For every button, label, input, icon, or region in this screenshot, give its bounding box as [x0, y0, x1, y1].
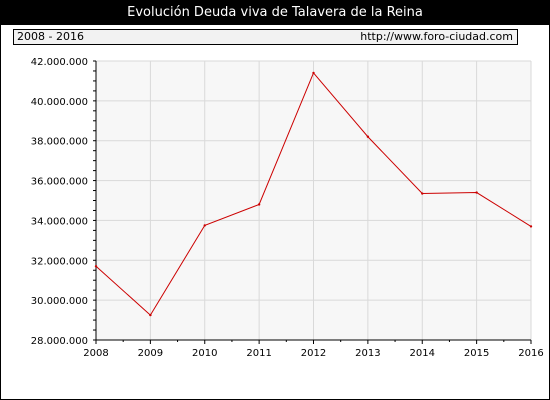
- y-tick-label: 32.000.000: [31, 256, 88, 267]
- source-link[interactable]: http://www.foro-ciudad.com: [360, 30, 513, 43]
- y-tick-label: 36.000.000: [31, 177, 88, 188]
- info-box: 2008 - 2016 http://www.foro-ciudad.com: [13, 29, 518, 45]
- data-point: [529, 225, 533, 228]
- title-bar: Evolución Deuda viva de Talavera de la R…: [0, 0, 550, 25]
- x-tick-label: 2015: [464, 348, 489, 359]
- data-point: [149, 313, 152, 317]
- data-point: [421, 192, 424, 195]
- data-point: [366, 135, 370, 138]
- x-tick-label: 2009: [138, 348, 163, 359]
- data-point: [312, 71, 315, 75]
- y-tick-label: 30.000.000: [31, 296, 88, 307]
- period-label: 2008 - 2016: [17, 30, 84, 43]
- y-tick-label: 28.000.000: [31, 336, 88, 347]
- y-tick-label: 34.000.000: [31, 216, 88, 227]
- data-point: [475, 191, 478, 194]
- y-tick-label: 38.000.000: [31, 137, 88, 148]
- x-tick-label: 2010: [192, 348, 217, 359]
- chart-title: Evolución Deuda viva de Talavera de la R…: [127, 5, 423, 20]
- x-tick-label: 2008: [83, 348, 108, 359]
- x-tick-label: 2016: [518, 348, 543, 359]
- data-point: [94, 265, 98, 268]
- y-tick-label: 40.000.000: [31, 97, 88, 108]
- data-point: [203, 224, 206, 227]
- x-tick-label: 2011: [246, 348, 271, 359]
- x-tick-label: 2012: [301, 348, 326, 359]
- x-tick-label: 2013: [355, 348, 380, 359]
- data-point: [257, 203, 261, 206]
- x-tick-label: 2014: [410, 348, 435, 359]
- y-tick-label: 42.000.000: [31, 57, 88, 68]
